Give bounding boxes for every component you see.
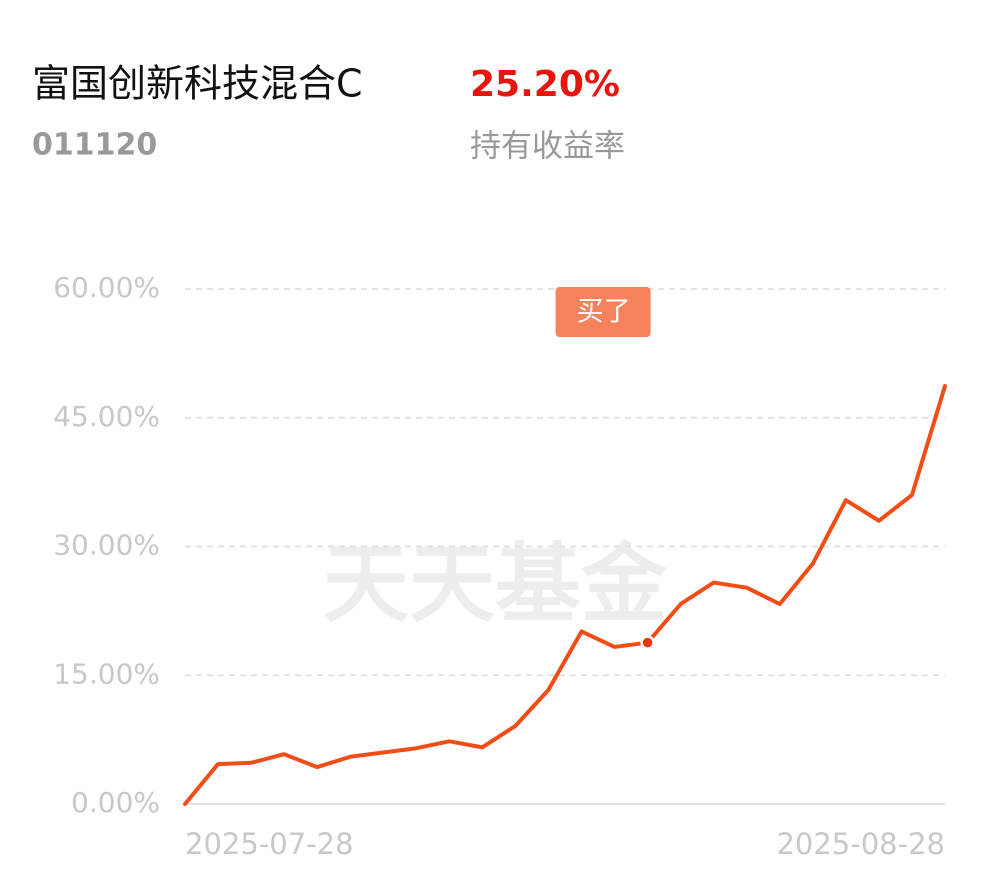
buy-label-box	[555, 287, 651, 337]
buy-label: 买了	[577, 297, 631, 328]
x-tick-label: 2025-08-28	[776, 827, 945, 861]
x-tick-label: 2025-07-28	[185, 827, 354, 861]
y-tick-label: 45.00%	[53, 400, 160, 433]
fund-code: 011120	[32, 128, 157, 163]
return-label: 持有收益率	[470, 129, 625, 165]
y-tick-label: 15.00%	[53, 657, 160, 690]
watermark: 天天基金	[323, 534, 668, 634]
return-value: 25.20%	[470, 64, 620, 105]
line	[183, 383, 947, 806]
buy-point	[640, 635, 655, 650]
y-tick-label: 60.00%	[53, 271, 160, 304]
y-tick-label: 30.00%	[53, 529, 160, 562]
fund-title: 富国创新科技混合C	[32, 62, 363, 106]
y-tick-label: 0.00%	[71, 786, 160, 819]
